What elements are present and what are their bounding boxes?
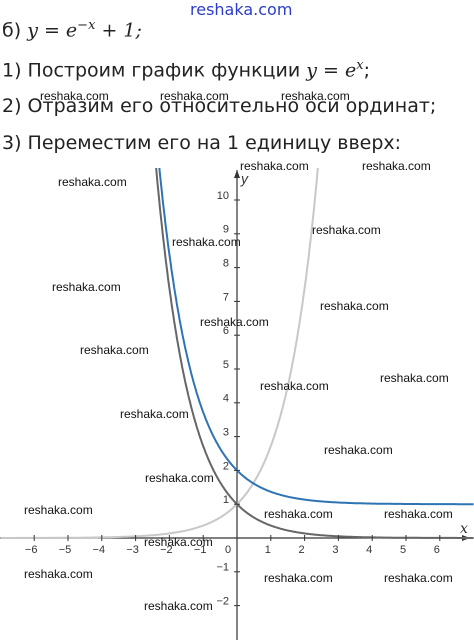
watermark: reshaka.com	[264, 507, 333, 521]
y-tick-label: 9	[223, 224, 229, 236]
x-tick-label: 1	[265, 544, 271, 556]
watermark: reshaka.com	[362, 159, 431, 173]
watermark: reshaka.com	[240, 159, 309, 173]
watermark: reshaka.com	[24, 567, 93, 581]
y-tick-label: 3	[223, 427, 229, 439]
y-axis-label: y	[240, 171, 249, 187]
y-tick-label: 4	[223, 393, 229, 405]
y-tick-label: 6	[223, 325, 229, 337]
step-text: 2) Отразим его относительно оси ординат;	[2, 95, 437, 117]
line-label: б)	[2, 19, 22, 42]
y-tick-label: 8	[223, 258, 229, 270]
x-tick-label: −1	[194, 544, 207, 556]
y-tick-label: 10	[217, 190, 229, 202]
exponent: x	[356, 58, 364, 73]
watermark: reshaka.com	[80, 343, 149, 357]
watermark: reshaka.com	[200, 315, 269, 329]
watermark: reshaka.com	[264, 571, 333, 585]
watermark: reshaka.com	[144, 599, 213, 613]
y-tick-label: 5	[223, 359, 229, 371]
watermark: reshaka.com	[120, 407, 189, 421]
watermark: reshaka.com	[145, 471, 214, 485]
step-line: 2) Отразим его относительно оси ординат;	[2, 95, 436, 117]
watermark: reshaka.com	[144, 535, 213, 549]
watermark: reshaka.com	[160, 89, 229, 103]
watermark: reshaka.com	[52, 280, 121, 294]
watermark: reshaka.com	[384, 507, 453, 521]
exponent: −x	[77, 18, 96, 33]
x-tick-label: 0	[225, 544, 231, 556]
x-tick-label: 6	[434, 544, 440, 556]
x-tick-label: −4	[93, 544, 106, 556]
watermark: reshaka.com	[172, 235, 241, 249]
watermark: reshaka.com	[384, 571, 453, 585]
x-tick-label: −3	[126, 544, 139, 556]
step-line: 3) Переместим его на 1 единицу вверх:	[2, 132, 401, 154]
watermark: reshaka.com	[40, 89, 109, 103]
formula-tail: ;	[363, 59, 370, 82]
x-tick-label: 4	[366, 544, 372, 556]
y-tick-label: −2	[216, 596, 229, 608]
x-tick-label: 3	[332, 544, 338, 556]
watermark: reshaka.com	[24, 503, 93, 517]
task-line: б) y = e−x + 1;	[2, 18, 142, 41]
x-tick-label: −6	[25, 544, 38, 556]
watermark: reshaka.com	[260, 379, 329, 393]
formula-tail: + 1;	[101, 19, 142, 42]
watermark: reshaka.com	[320, 299, 389, 313]
x-tick-label: −5	[59, 544, 72, 556]
watermark: reshaka.com	[380, 371, 449, 385]
formula: y = e	[306, 59, 357, 82]
watermark: reshaka.com	[281, 89, 350, 103]
y-arrow	[234, 170, 240, 178]
step-text: 1) Построим график функции	[2, 59, 301, 82]
formula: y = e	[27, 19, 78, 42]
x-tick-label: 2	[299, 544, 305, 556]
y-tick-label: 7	[223, 291, 229, 303]
x-tick-label: 5	[400, 544, 406, 556]
x-tick-label: −2	[160, 544, 173, 556]
watermark: reshaka.com	[58, 175, 127, 189]
site-watermark: reshaka.com	[190, 0, 293, 19]
y-tick-label: 2	[223, 460, 229, 472]
y-tick-label: −1	[216, 562, 229, 574]
x-axis-label: x	[460, 521, 468, 537]
y-tick-label: 1	[223, 494, 229, 506]
watermark: reshaka.com	[312, 223, 381, 237]
step-line: 1) Построим график функции y = ex;	[2, 58, 370, 81]
watermark: reshaka.com	[324, 443, 393, 457]
step-text: 3) Переместим его на 1 единицу вверх:	[2, 132, 402, 154]
